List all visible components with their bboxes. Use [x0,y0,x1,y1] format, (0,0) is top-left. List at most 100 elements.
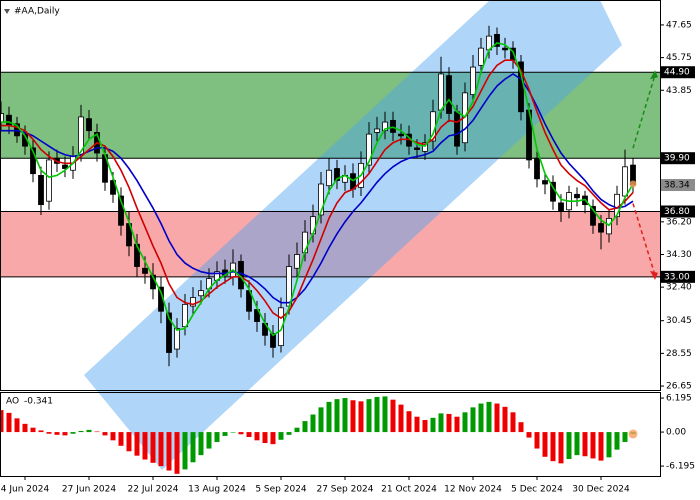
x-tick-label: 22 Jul 2024 [128,485,179,495]
ao-bar [334,399,340,433]
ao-bar [502,406,508,433]
candle-body [558,202,564,212]
level-label: 39.90 [664,154,690,164]
current-price-label: 38.34 [664,181,690,191]
ao-bar [278,432,284,440]
ao-bar [30,427,36,433]
level-label: 36.80 [664,207,690,217]
y-tick-label: 0.00 [666,428,686,438]
y-tick-label: 47.65 [666,20,692,30]
x-tick-label: 21 Oct 2024 [381,485,437,495]
candle-body [86,118,92,132]
ao-bar [582,432,588,457]
axes: 44.90 39.90 36.80 33.00 47.65 45.75 43.85 36.20… [1,20,695,494]
forecast-arrow [632,203,655,273]
ao-bar [206,432,212,449]
ao-panel-border [0,392,661,477]
ao-bar [166,432,172,471]
ao-bar [446,413,452,433]
candle-body [414,147,420,151]
ao-bar [350,400,356,433]
level-label-box [661,270,695,283]
ao-bar [262,432,268,444]
y-tick-label: 26.65 [666,382,692,392]
y-tick-label: 45.75 [666,53,692,63]
candle-body [142,267,148,274]
ao-bar [566,432,572,459]
y-tick-label: 32.40 [666,283,692,293]
ao-bar [14,418,20,433]
candle-body [118,195,124,226]
arrow-head [650,270,658,280]
candle-body [478,47,484,66]
ao-bar [342,398,348,433]
candle-body [542,180,548,185]
ao-bar [598,432,604,461]
candle-body [438,73,444,111]
ao-bar [214,432,220,442]
ao-bar [102,432,108,436]
candle-body [534,157,540,180]
y-tick-label: 36.20 [666,217,692,227]
ao-bar [238,432,244,435]
current-price-box [661,179,695,192]
y-tick-label: 6.195 [666,394,692,404]
candle-body [590,205,596,226]
candle-body [38,174,44,206]
ao-bar [6,412,12,433]
ao-bar [62,432,68,436]
price-channel [84,0,622,470]
ao-bar [230,432,236,433]
candle-body [62,164,68,169]
x-tick-label: 13 Aug 2024 [188,485,246,495]
ao-bar [294,427,300,433]
x-tick-label: 4 Jun 2024 [1,485,50,495]
ao-bar [110,432,116,441]
y-tick-label: -6.195 [666,462,695,472]
candle-body [422,142,428,152]
candle-body [6,114,12,126]
zones [0,72,660,277]
ao-bar [318,407,324,433]
candle-body [454,111,460,147]
ao-bar [374,396,380,433]
candle-body [326,169,332,187]
y-tick-label: 43.85 [666,86,692,96]
y-tick-label: 28.55 [666,349,692,359]
ao-bar [310,414,316,433]
ao-bar [198,432,204,456]
candle-body [270,333,276,348]
ao-bar [454,416,460,433]
ao-bar [158,432,164,467]
x-tick-label: 27 Sep 2024 [316,485,373,495]
levels [0,71,660,278]
y-tick-label: 34.30 [666,250,692,260]
ao-bar [254,432,260,441]
candle-body [494,33,500,47]
candle-body [334,168,340,181]
ao-bar [182,432,188,470]
candle-body [622,166,628,197]
ao-bar [390,399,396,433]
ao-bar [414,416,420,433]
ao-bar [622,432,628,442]
ao-bar [86,429,92,433]
candle-body [190,297,196,307]
candle-body [382,121,388,132]
ao-bar [614,432,620,450]
candle-body [470,66,476,95]
candle-body [182,303,188,328]
ao-bar [126,432,132,452]
ao-bar [398,404,404,433]
moving-average [1,59,634,320]
ao-bar [510,412,516,433]
ao-bar [46,432,52,434]
ao-bar [150,432,156,463]
ao-bar [494,403,500,433]
ao-bar [534,432,540,449]
level-label: 33.00 [664,272,690,282]
ao-bar [0,410,4,433]
marks [0,25,658,474]
ao-bar [382,396,388,433]
ao-bar [134,432,140,456]
